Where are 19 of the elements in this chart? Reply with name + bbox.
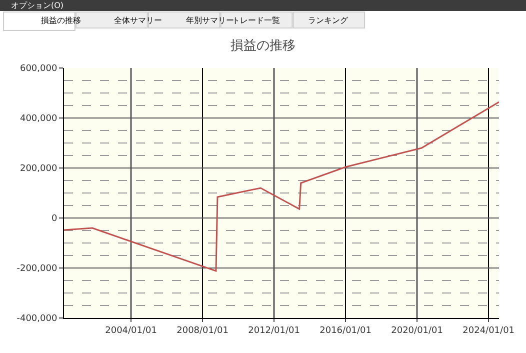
x-tick-label: 2012/01/01: [248, 326, 300, 336]
y-tick-label: 0: [51, 214, 58, 224]
text: ランキング: [308, 16, 349, 25]
y-tick-label: 600,000: [20, 64, 58, 74]
y-tick-label: -400,000: [16, 314, 58, 324]
text: オプション(O): [11, 1, 64, 10]
y-tick-label: 200,000: [20, 164, 58, 174]
text: 年別サマリー: [186, 16, 234, 25]
x-tick-label: 2004/01/01: [105, 326, 157, 336]
x-tick-label: 2020/01/01: [391, 326, 444, 336]
text: 全体サマリー: [114, 16, 162, 25]
y-tick-label: 400,000: [20, 114, 58, 124]
x-tick-label: 2008/01/01: [176, 326, 228, 336]
y-tick-label: -200,000: [16, 264, 58, 274]
text: 損益の推移: [41, 16, 81, 25]
x-tick-label: 2016/01/01: [320, 326, 372, 336]
x-tick-label: 2024/01/01: [462, 326, 515, 336]
text: トレード一覧: [232, 16, 280, 25]
chart-title: 損益の推移: [230, 38, 296, 54]
